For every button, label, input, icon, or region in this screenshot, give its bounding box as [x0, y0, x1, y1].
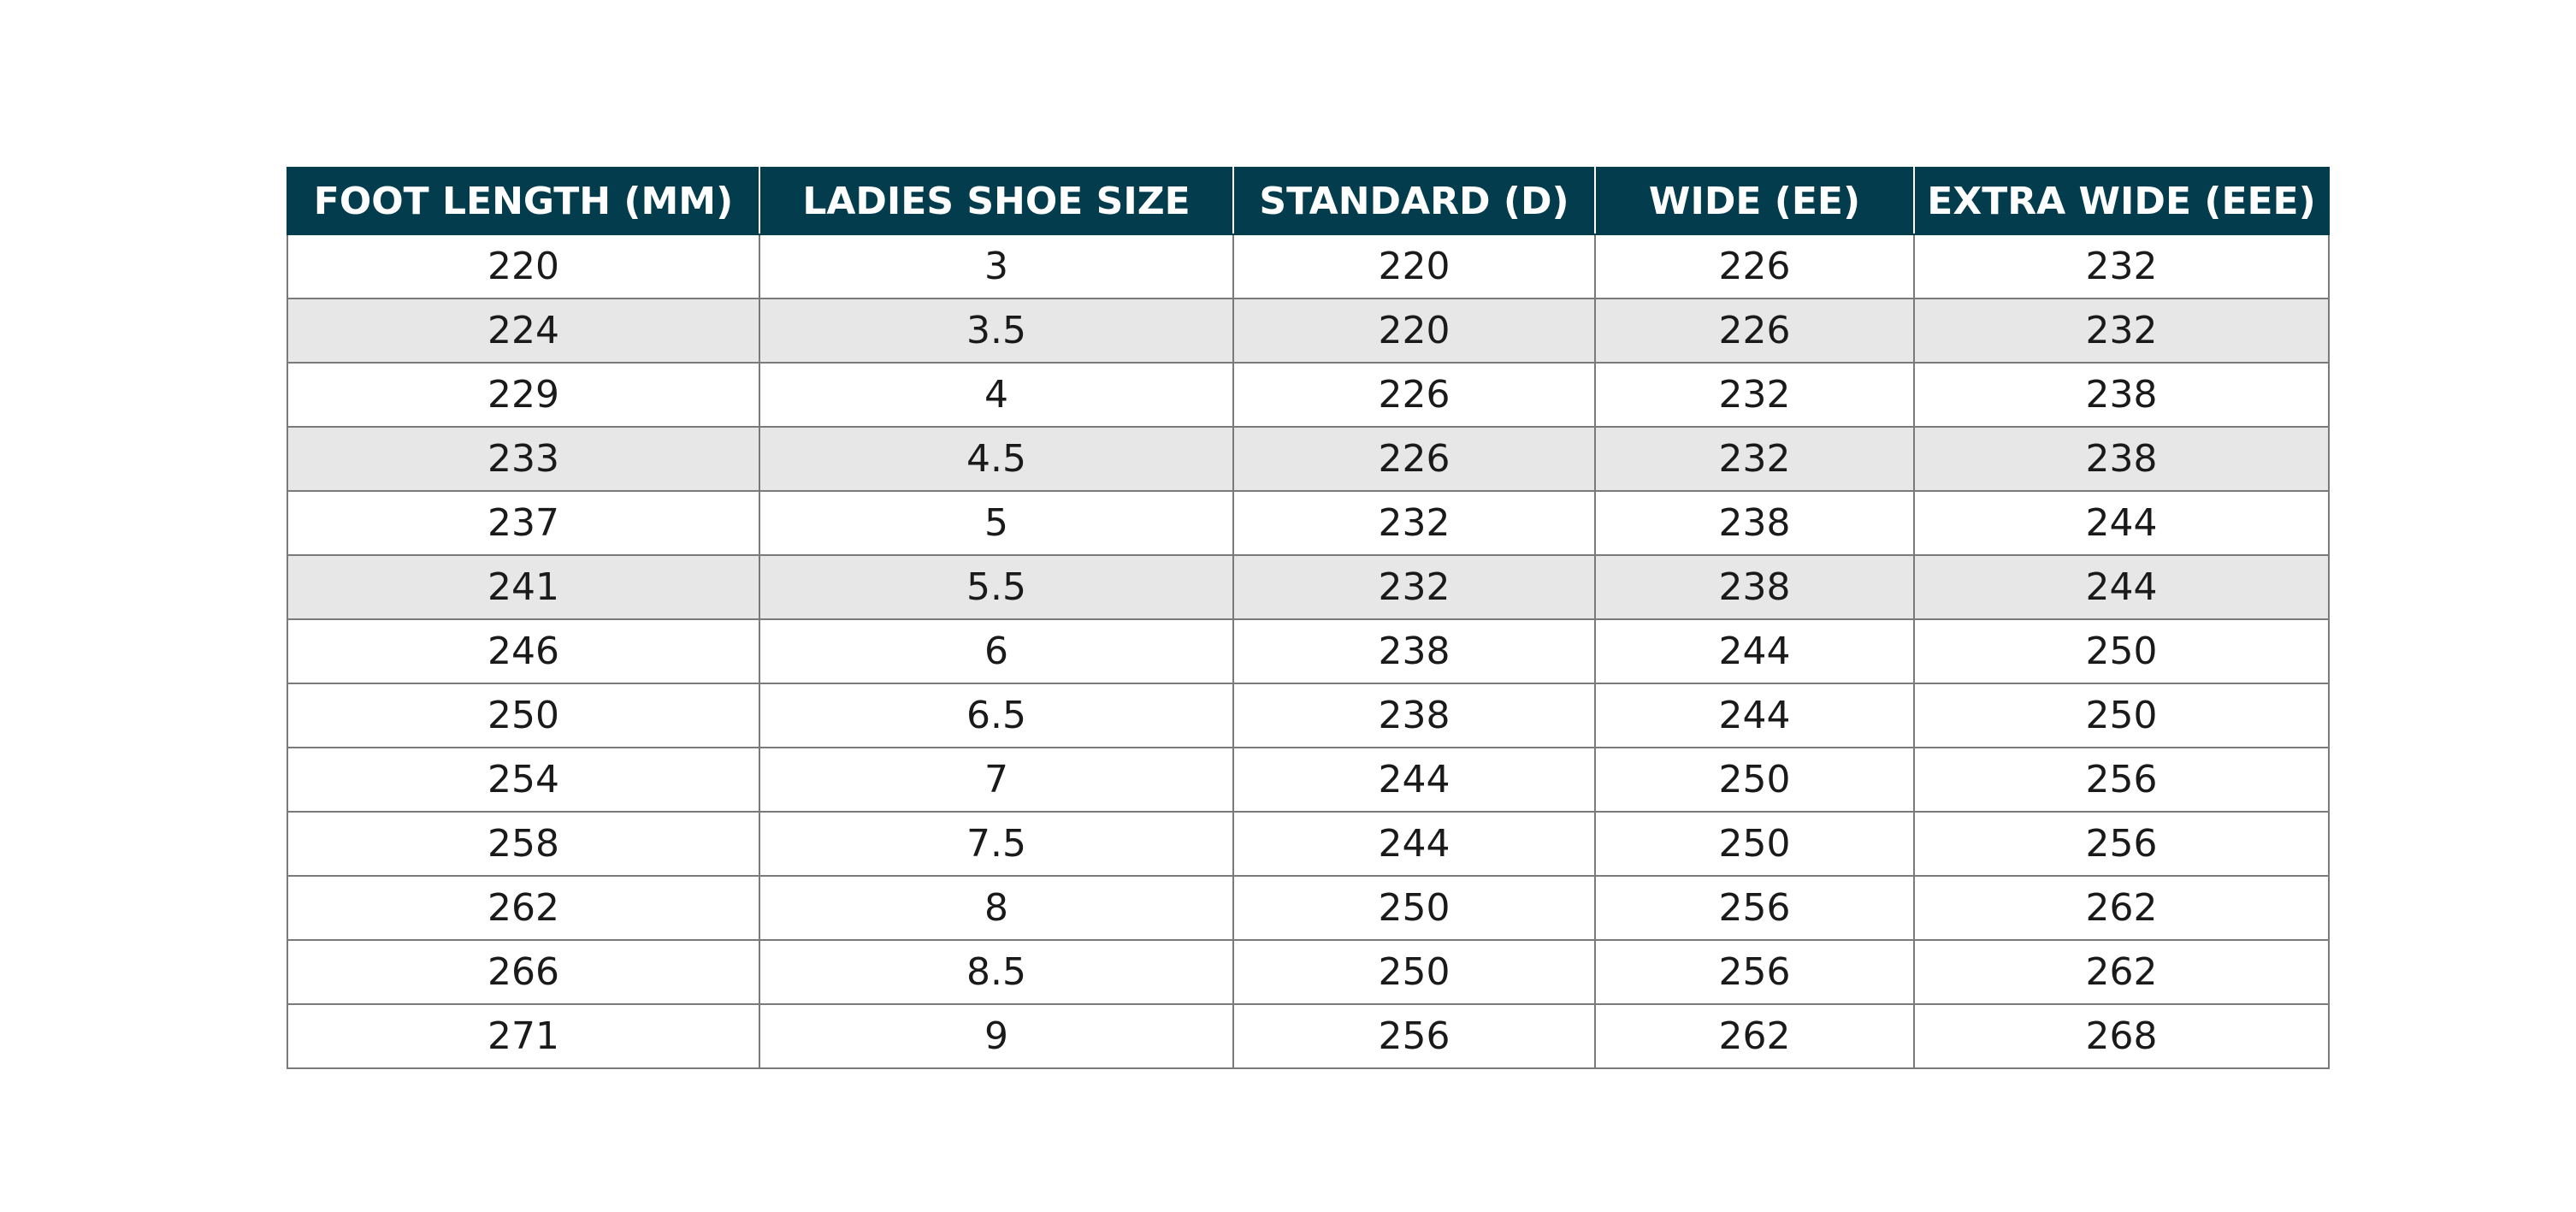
table-row: 241 5.5 232 238 244: [287, 554, 2330, 620]
column-header: STANDARD (D): [1232, 167, 1596, 235]
table-cell: 262: [1594, 1003, 1915, 1069]
table-cell: 250: [1594, 747, 1915, 813]
table-cell: 232: [1594, 362, 1915, 428]
table-cell: 244: [1594, 618, 1915, 684]
table-cell: 244: [1913, 490, 2330, 556]
table-cell: 5.5: [759, 554, 1234, 620]
table-cell: 271: [287, 1003, 760, 1069]
table-row: 262 8 250 256 262: [287, 875, 2330, 941]
table-cell: 232: [1594, 426, 1915, 492]
table-cell: 232: [1913, 234, 2330, 299]
table-cell: 250: [1594, 811, 1915, 877]
table-cell: 229: [287, 362, 760, 428]
table-cell: 6.5: [759, 683, 1234, 748]
table-cell: 232: [1232, 554, 1596, 620]
table-cell: 3: [759, 234, 1234, 299]
table-cell: 262: [1913, 939, 2330, 1005]
table-cell: 7.5: [759, 811, 1234, 877]
table-cell: 224: [287, 298, 760, 364]
table-cell: 256: [1913, 811, 2330, 877]
table-cell: 226: [1594, 298, 1915, 364]
table-cell: 244: [1232, 747, 1596, 813]
table-cell: 238: [1594, 490, 1915, 556]
column-header: WIDE (EE): [1594, 167, 1915, 235]
table-cell: 220: [1232, 234, 1596, 299]
header-row: FOOT LENGTH (MM) LADIES SHOE SIZE STANDARD…: [287, 167, 2330, 235]
table-row: 250 6.5 238 244 250: [287, 683, 2330, 748]
table-cell: 226: [1594, 234, 1915, 299]
table-cell: 7: [759, 747, 1234, 813]
table-cell: 4.5: [759, 426, 1234, 492]
table-cell: 237: [287, 490, 760, 556]
table-cell: 8.5: [759, 939, 1234, 1005]
table-cell: 244: [1232, 811, 1596, 877]
table-row: 271 9 256 262 268: [287, 1003, 2330, 1069]
table-cell: 226: [1232, 426, 1596, 492]
table-cell: 226: [1232, 362, 1596, 428]
table-cell: 232: [1232, 490, 1596, 556]
table-cell: 238: [1232, 683, 1596, 748]
table-cell: 250: [1913, 618, 2330, 684]
table-row: 237 5 232 238 244: [287, 490, 2330, 556]
column-header: EXTRA WIDE (EEE): [1913, 167, 2330, 235]
table-row: 246 6 238 244 250: [287, 618, 2330, 684]
table-cell: 250: [287, 683, 760, 748]
table-cell: 262: [1913, 875, 2330, 941]
table-cell: 238: [1913, 362, 2330, 428]
table-cell: 258: [287, 811, 760, 877]
table-cell: 238: [1232, 618, 1596, 684]
table-row: 258 7.5 244 250 256: [287, 811, 2330, 877]
table-cell: 262: [287, 875, 760, 941]
table-row: 254 7 244 250 256: [287, 747, 2330, 813]
column-header: LADIES SHOE SIZE: [759, 167, 1234, 235]
table-cell: 220: [287, 234, 760, 299]
table-cell: 238: [1594, 554, 1915, 620]
table-cell: 268: [1913, 1003, 2330, 1069]
table-head: FOOT LENGTH (MM) LADIES SHOE SIZE STANDARD…: [287, 167, 2330, 235]
size-table: FOOT LENGTH (MM) LADIES SHOE SIZE STANDARD…: [287, 167, 2330, 1069]
column-header: FOOT LENGTH (MM): [287, 167, 760, 235]
table-row: 266 8.5 250 256 262: [287, 939, 2330, 1005]
table-cell: 3.5: [759, 298, 1234, 364]
table-cell: 244: [1913, 554, 2330, 620]
table-cell: 246: [287, 618, 760, 684]
table-cell: 220: [1232, 298, 1596, 364]
table-cell: 5: [759, 490, 1234, 556]
table-cell: 256: [1232, 1003, 1596, 1069]
table-cell: 256: [1594, 875, 1915, 941]
table-row: 229 4 226 232 238: [287, 362, 2330, 428]
table-cell: 9: [759, 1003, 1234, 1069]
table-cell: 6: [759, 618, 1234, 684]
table-cell: 4: [759, 362, 1234, 428]
table-cell: 250: [1232, 875, 1596, 941]
table-row: 233 4.5 226 232 238: [287, 426, 2330, 492]
table-cell: 241: [287, 554, 760, 620]
table-cell: 250: [1232, 939, 1596, 1005]
table-row: 224 3.5 220 226 232: [287, 298, 2330, 364]
table-cell: 250: [1913, 683, 2330, 748]
table-cell: 232: [1913, 298, 2330, 364]
table-cell: 254: [287, 747, 760, 813]
table-row: 220 3 220 226 232: [287, 234, 2330, 299]
table-body: 220 3 220 226 232 224 3.5 220 226 232 229 4 226 232 23…: [287, 234, 2330, 1069]
table-cell: 266: [287, 939, 760, 1005]
table-cell: 256: [1594, 939, 1915, 1005]
table-cell: 233: [287, 426, 760, 492]
table-cell: 8: [759, 875, 1234, 941]
table-cell: 244: [1594, 683, 1915, 748]
table-cell: 256: [1913, 747, 2330, 813]
table-cell: 238: [1913, 426, 2330, 492]
